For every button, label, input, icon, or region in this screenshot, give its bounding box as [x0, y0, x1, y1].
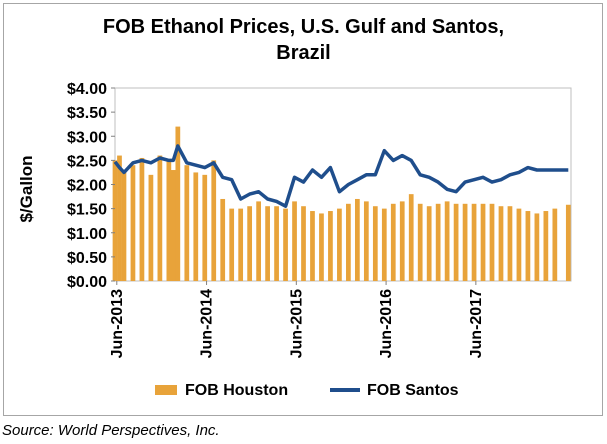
chart-title-line-2: Brazil	[276, 42, 331, 64]
bar-houston	[372, 206, 378, 281]
y-tick-label: $3.50	[67, 105, 107, 122]
bar-houston	[516, 208, 522, 281]
chart-title: FOB Ethanol Prices, U.S. Gulf and Santos…	[0, 14, 607, 66]
bar-houston	[121, 172, 127, 281]
bar-houston	[363, 201, 369, 281]
bar-houston	[292, 201, 297, 281]
y-tick-label: $4.00	[67, 81, 107, 98]
bar-houston	[148, 174, 154, 281]
y-tick-label: $2.50	[67, 153, 107, 170]
bar-houston	[525, 211, 531, 281]
bar-houston	[435, 203, 441, 281]
bar-houston	[220, 198, 226, 281]
x-tick-label: Jun-2013	[109, 289, 126, 358]
bar-houston	[301, 206, 306, 281]
bar-houston	[211, 160, 217, 281]
line-santos	[113, 144, 569, 208]
bar-houston	[175, 126, 181, 281]
bar-houston	[426, 206, 432, 281]
bar-houston	[337, 208, 342, 281]
bar-houston	[117, 155, 122, 281]
bar-houston	[170, 170, 176, 281]
bar-houston	[130, 165, 136, 281]
bar-houston	[166, 160, 172, 281]
bar-houston	[444, 201, 450, 281]
x-tick-label: Jun-2016	[378, 289, 395, 358]
bar-houston	[480, 203, 486, 281]
source-note: Source: World Perspectives, Inc.	[2, 422, 220, 439]
bar-houston	[283, 208, 288, 281]
y-tick-label: $3.00	[67, 129, 107, 146]
bar-houston	[507, 206, 513, 281]
x-tick-label: Jun-2017	[468, 289, 485, 358]
bar-houston	[139, 157, 145, 281]
bar-houston	[498, 206, 504, 281]
bar-houston	[489, 203, 495, 281]
bar-houston	[552, 208, 558, 281]
bar-houston	[310, 211, 315, 281]
bar-houston	[193, 172, 199, 281]
bar-houston	[274, 206, 279, 281]
bar-houston	[346, 203, 351, 281]
x-tick-label: Jun-2015	[288, 289, 305, 358]
bar-houston	[543, 211, 549, 281]
legend: FOB Houston FOB Santos	[155, 382, 459, 399]
bar-houston	[202, 174, 208, 281]
legend-swatch-houston	[155, 385, 177, 395]
y-tick-label: $1.00	[67, 226, 107, 243]
chart-plot: $/Gallon $0.00$0.50$1.00$1.50$2.00$2.50$…	[17, 81, 572, 399]
y-tick-label: $0.50	[67, 250, 107, 267]
bar-houston	[534, 213, 540, 281]
bar-houston	[417, 203, 423, 281]
bar-houston	[238, 208, 244, 281]
bar-houston	[247, 206, 253, 281]
y-axis-title: $/Gallon	[17, 155, 36, 222]
bar-houston	[471, 203, 477, 281]
line-layer	[113, 144, 569, 208]
bar-houston	[157, 155, 163, 281]
bar-houston	[112, 160, 118, 281]
bar-houston	[399, 201, 405, 281]
bar-houston	[328, 211, 333, 281]
bar-houston	[453, 203, 459, 281]
bar-houston	[462, 203, 468, 281]
bar-houston	[408, 194, 414, 281]
y-tick-label: $0.00	[67, 274, 107, 291]
y-axis-title-group: $/Gallon	[17, 155, 36, 222]
bar-houston	[565, 204, 571, 281]
bar-houston	[390, 203, 396, 281]
bar-layer	[112, 126, 571, 281]
bar-houston	[256, 201, 261, 281]
x-tick-label: Jun-2014	[199, 289, 216, 358]
y-tick-label: $1.50	[67, 202, 107, 219]
y-tick-label: $2.00	[67, 178, 107, 195]
chart-title-line-1: FOB Ethanol Prices, U.S. Gulf and Santos…	[102, 16, 505, 38]
bar-houston	[265, 206, 270, 281]
bar-houston	[229, 208, 235, 281]
axis-layer: $0.00 $0.50 $1.00 $1.50 $2.00 $2.50 $3.00 $3.50…	[67, 81, 485, 358]
legend-label-santos: FOB Santos	[367, 382, 459, 399]
bar-houston	[319, 213, 324, 281]
bar-houston	[184, 165, 190, 281]
bar-houston	[381, 208, 387, 281]
bar-houston	[354, 198, 360, 281]
legend-label-houston: FOB Houston	[185, 382, 288, 399]
